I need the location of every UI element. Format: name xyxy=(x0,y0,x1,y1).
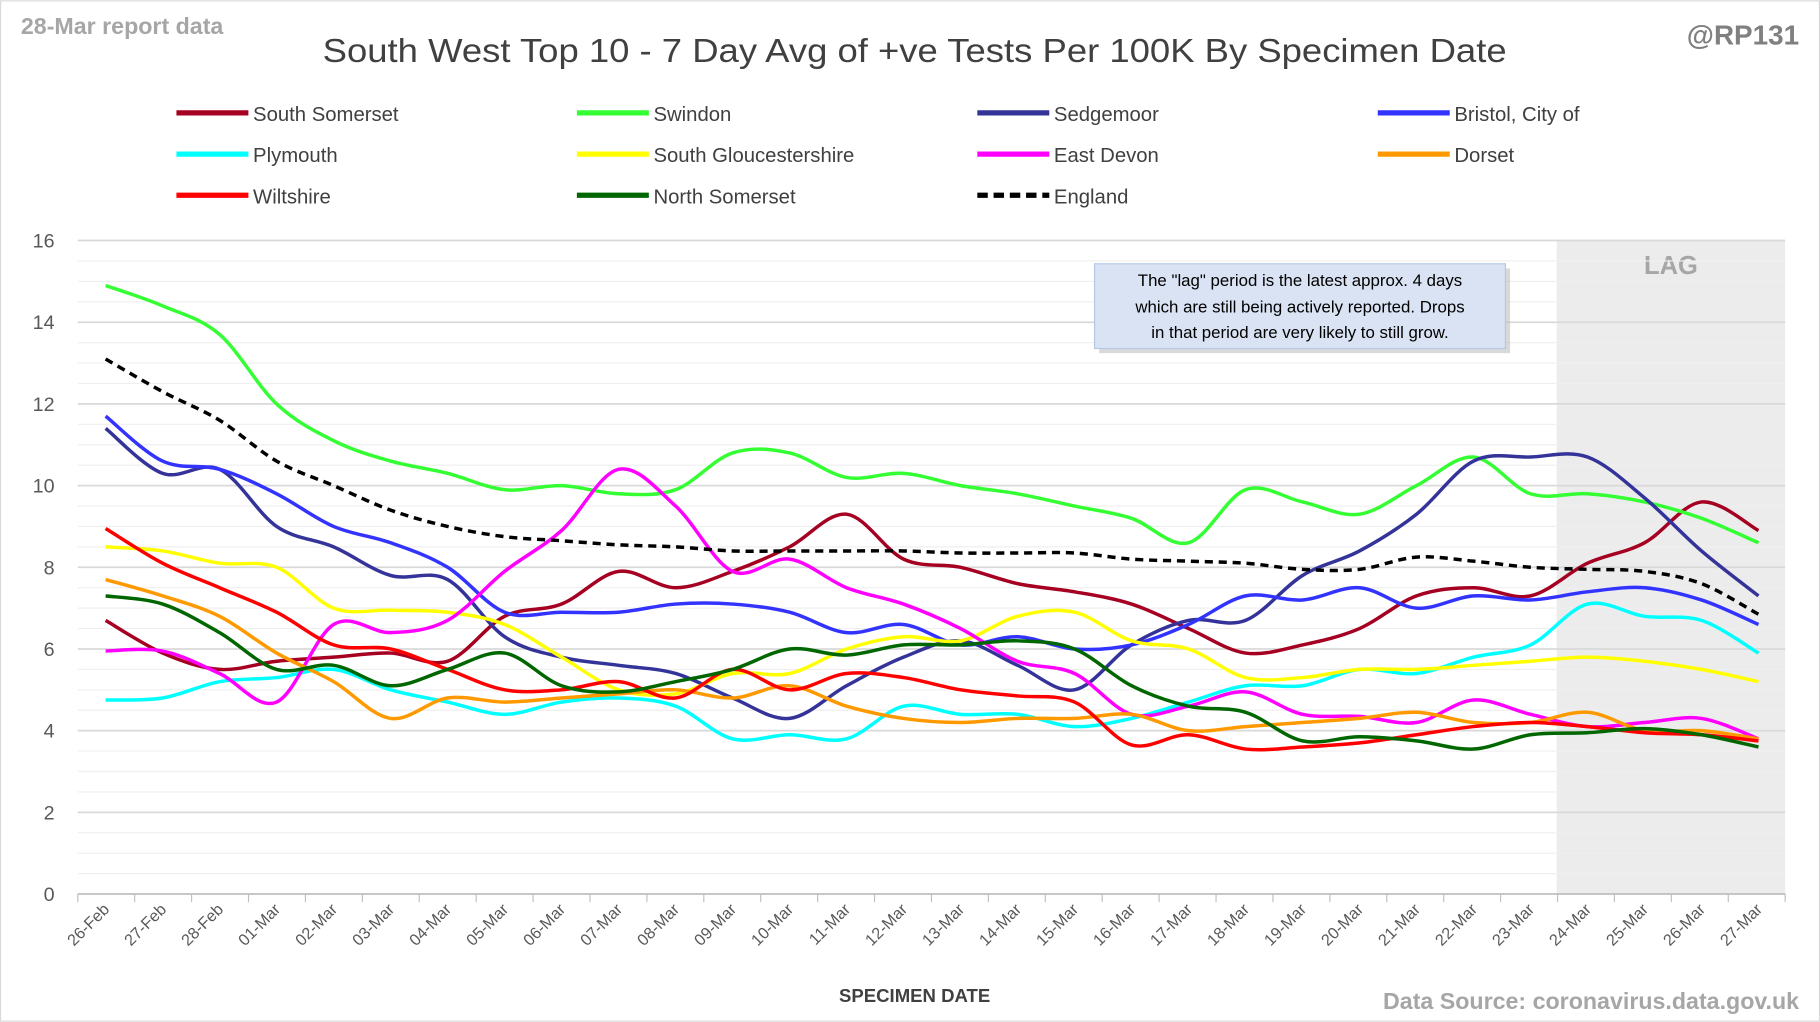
legend-label: Swindon xyxy=(653,104,731,126)
y-tick-label: 6 xyxy=(44,639,55,661)
series-line-bristol-city-of xyxy=(104,414,1760,652)
series-line-swindon xyxy=(105,283,1760,546)
series-line-england xyxy=(104,357,1760,616)
lag-label: LAG xyxy=(1644,252,1698,280)
y-tick-label: 10 xyxy=(33,476,55,498)
legend-label: North Somerset xyxy=(653,186,795,208)
handle-label: @RP131 xyxy=(1687,19,1799,50)
series-line-south-somerset xyxy=(104,500,1760,672)
legend-label: England xyxy=(1054,186,1129,208)
legend-label: Wiltshire xyxy=(253,186,331,208)
annotation-line-2: which are still being actively reported.… xyxy=(1134,298,1464,317)
chart-title: South West Top 10 - 7 Day Avg of +ve Tes… xyxy=(323,33,1507,70)
lag-annotation: The "lag" period is the latest approx. 4… xyxy=(1093,263,1511,354)
legend-item-south-gloucestershire: South Gloucestershire xyxy=(576,145,854,167)
legend-item-england: England xyxy=(977,186,1128,208)
annotation-line-1: The "lag" period is the latest approx. 4… xyxy=(1138,271,1462,290)
series-line-north-somerset xyxy=(105,594,1759,751)
y-tick-label: 12 xyxy=(33,394,55,416)
y-tick-label: 2 xyxy=(44,802,55,824)
legend-item-plymouth: Plymouth xyxy=(176,145,338,167)
legend-item-east-devon: East Devon xyxy=(977,145,1159,167)
y-tick-label: 16 xyxy=(33,231,55,253)
legend-item-dorset: Dorset xyxy=(1377,145,1515,167)
legend-label: Dorset xyxy=(1454,145,1514,167)
x-axis-title: SPECIMEN DATE xyxy=(839,985,990,1006)
legend-item-north-somerset: North Somerset xyxy=(576,186,796,208)
legend-label: Sedgemoor xyxy=(1054,104,1159,126)
series-line-plymouth xyxy=(105,601,1760,742)
y-tick-label: 8 xyxy=(44,557,55,579)
legend-label: East Devon xyxy=(1054,145,1159,167)
legend-label: Bristol, City of xyxy=(1454,104,1580,126)
legend-label: South Somerset xyxy=(253,104,399,126)
y-tick-label: 14 xyxy=(33,312,55,334)
legend-item-south-somerset: South Somerset xyxy=(176,104,399,126)
annotation-line-3: in that period are very likely to still … xyxy=(1151,323,1448,342)
legend-label: Plymouth xyxy=(253,145,338,167)
series-line-dorset xyxy=(105,577,1759,741)
legend-item-wiltshire: Wiltshire xyxy=(176,186,331,208)
legend-item-swindon: Swindon xyxy=(576,104,731,126)
series-line-east-devon xyxy=(105,467,1760,741)
legend-item-bristol-city-of: Bristol, City of xyxy=(1377,104,1580,126)
gridlines xyxy=(77,239,1786,875)
data-source-label: Data Source: coronavirus.data.gov.uk xyxy=(1383,988,1799,1014)
series-line-wiltshire xyxy=(104,527,1759,752)
y-axis: 0 2 4 6 8 10 12 14 16 xyxy=(33,231,55,906)
series-lines xyxy=(104,283,1760,752)
y-tick-label: 0 xyxy=(44,884,55,906)
legend-item-sedgemoor: Sedgemoor xyxy=(977,104,1159,126)
y-tick-label: 4 xyxy=(44,721,55,743)
series-line-south-gloucestershire xyxy=(105,545,1759,698)
legend: South Somerset Swindon Sedgemoor Bristol, C… xyxy=(176,104,1580,208)
legend-label: South Gloucestershire xyxy=(653,145,854,167)
report-date-label: 28-Mar report data xyxy=(21,13,225,39)
